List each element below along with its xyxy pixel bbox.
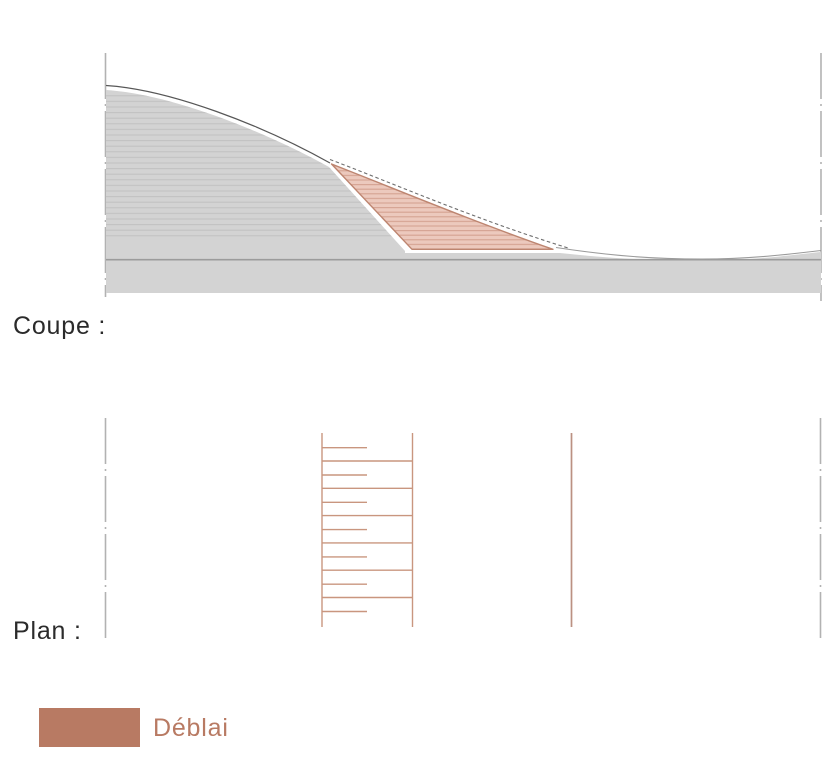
terrain-mass (106, 90, 821, 293)
plan-deblai-hatching (321, 433, 414, 627)
coupe-drawing (104, 53, 822, 301)
original-terrain-dashed-line (329, 158, 569, 249)
plan-drawing (104, 418, 822, 638)
legend-swatch-deblai (39, 708, 140, 747)
section-caption: Coupe : (13, 312, 107, 340)
deblai-cut-area (330, 163, 554, 250)
legend-label-deblai: Déblai (153, 714, 229, 742)
plan-caption: Plan : (13, 617, 82, 645)
terrain-hatching (106, 92, 408, 238)
terrain-profile-line-right (555, 246, 822, 260)
legend: Déblai (0, 708, 400, 748)
terrain-profile-line (105, 84, 331, 164)
